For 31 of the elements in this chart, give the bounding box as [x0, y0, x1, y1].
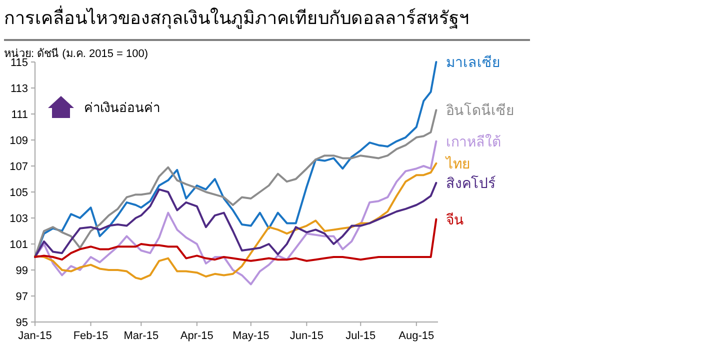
x-tick-label: Jun-15 [290, 330, 324, 342]
x-tick-label: Aug-15 [398, 330, 434, 342]
y-tick-label: 105 [10, 187, 28, 199]
line-series [34, 218, 438, 262]
y-tick-label: 95 [16, 317, 28, 329]
x-tick-label: Apr-15 [180, 330, 214, 342]
y-tick-label: 103 [10, 213, 28, 225]
y-tick-label: 107 [10, 161, 28, 173]
x-tick-label: May-15 [232, 330, 270, 342]
y-tick-label: 99 [16, 265, 28, 277]
series-label: มาเลเซีย [446, 54, 500, 70]
y-tick-label: 115 [10, 57, 28, 69]
line-series [34, 182, 438, 258]
series-label: จีน [446, 211, 464, 228]
series-label: สิงคโปร์ [446, 174, 496, 191]
y-tick-label: 109 [10, 135, 28, 147]
y-tick-label: 111 [11, 109, 28, 121]
annotation: ค่าเงินอ่อนค่า [84, 100, 160, 115]
chart-title: การเคลื่อนไหวของสกุลเงินในภูมิภาคเทียบกับดอลลาร์สหรัฐฯ [4, 5, 469, 29]
line-series [34, 162, 438, 280]
x-tick-label: Jul-15 [346, 330, 376, 342]
x-tick-label: Jan-15 [18, 330, 52, 342]
x-tick-label: Feb-15 [73, 330, 108, 342]
y-tick-label: 101 [10, 239, 28, 251]
y-tick-label: 113 [10, 83, 28, 95]
x-tick-label: Mar-15 [124, 330, 159, 342]
y-tick-label: 97 [16, 291, 28, 303]
series-label: ไทย [445, 155, 470, 172]
chart-subtitle: หน่วย: ดัชนี (ม.ค. 2015 = 100) [4, 47, 148, 60]
series-label: อินโดนีเซีย [446, 102, 514, 118]
series-label: เกาหลีใต้ [446, 133, 501, 150]
